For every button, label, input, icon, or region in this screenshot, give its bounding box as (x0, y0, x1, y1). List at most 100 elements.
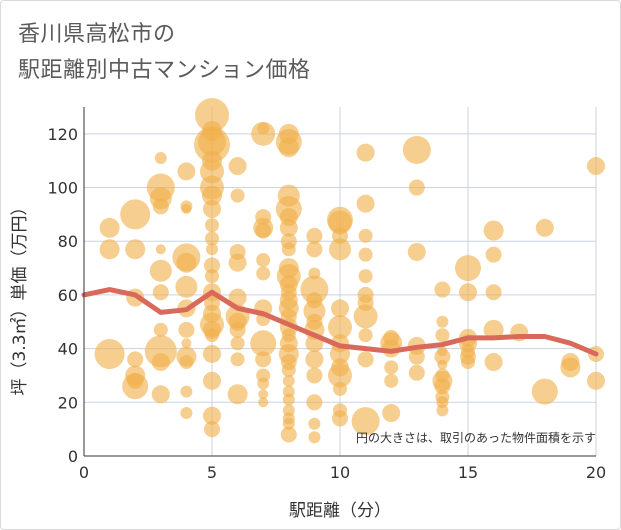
y-tick-label-2: 40 (58, 340, 78, 359)
bubble-point-149 (357, 351, 374, 368)
x-tick-label-4: 20 (586, 463, 606, 482)
bubble-point-42 (203, 200, 221, 219)
bubble-point-47 (205, 269, 219, 284)
bubble-point-124 (306, 394, 323, 411)
bubble-point-191 (560, 357, 581, 378)
bubble-point-26 (175, 275, 198, 298)
bubble-point-184 (485, 284, 502, 301)
x-tick-label-0: 0 (79, 463, 89, 482)
bubble-point-105 (281, 363, 296, 378)
bubble-point-139 (332, 410, 348, 427)
bubble-point-16 (152, 284, 169, 301)
bubble-point-10 (154, 152, 167, 165)
bubble-point-140 (356, 143, 375, 162)
bubble-point-128 (328, 210, 352, 235)
bubble-point-194 (587, 371, 605, 390)
bubble-point-126 (308, 431, 321, 444)
bubble-point-79 (255, 351, 272, 368)
bubble-point-58 (228, 157, 247, 176)
bubble-point-167 (434, 348, 451, 365)
x-tick-label-3: 15 (458, 463, 478, 482)
bubble-point-21 (177, 162, 196, 181)
bubble-point-137 (333, 381, 347, 396)
y-tick-label-6: 120 (47, 125, 78, 144)
bubble-point-37 (194, 126, 230, 163)
bubble-point-186 (484, 353, 503, 372)
bubble-point-15 (149, 259, 172, 282)
bubble-point-113 (306, 227, 323, 244)
tick-labels: 0 5 10 15 20 0 20 40 60 80 100 120 (47, 125, 606, 482)
y-axis-label: 坪（3.3㎡）単価（万円） (10, 198, 30, 395)
bubble-point-67 (230, 352, 245, 367)
bubble-point-192 (587, 157, 605, 176)
bubble-point-45 (206, 243, 218, 256)
bubble-point-23 (181, 204, 192, 215)
bubble-point-81 (257, 377, 270, 390)
bubble-point-108 (282, 393, 295, 406)
bubble-point-162 (408, 364, 425, 381)
bubble-point-165 (435, 328, 450, 343)
bubble-point-68 (227, 384, 248, 405)
bubble-point-157 (402, 135, 431, 164)
bubble-point-92 (281, 242, 296, 257)
bubble-point-0 (99, 217, 120, 238)
bubble-point-155 (384, 373, 399, 388)
bubble-point-164 (436, 315, 449, 328)
bubble-point-163 (434, 281, 451, 298)
bubble-point-32 (180, 385, 193, 398)
bubble-point-168 (437, 359, 448, 370)
bubble-point-29 (181, 338, 192, 349)
bubble-point-143 (358, 247, 373, 262)
bubble-point-73 (255, 222, 272, 239)
bubble-point-74 (256, 253, 271, 268)
bubble-point-46 (204, 257, 220, 274)
bubble-point-154 (384, 360, 399, 375)
bubble-point-161 (408, 348, 425, 365)
bubble-point-78 (250, 330, 277, 357)
bubble-point-159 (407, 242, 426, 261)
bubble-point-3 (120, 199, 151, 230)
bubble-point-55 (203, 371, 221, 390)
y-tick-label-5: 100 (47, 179, 78, 198)
bubble-point-43 (205, 218, 219, 233)
bubble-point-4 (125, 239, 146, 260)
y-tick-label-1: 20 (58, 393, 78, 412)
chart-title-line1: 香川県高松市の (18, 22, 176, 47)
bubble-point-142 (358, 228, 373, 243)
bubble-point-25 (176, 252, 197, 273)
bubble-point-131 (331, 299, 349, 318)
bubble-point-122 (305, 350, 324, 369)
bubble-point-66 (230, 336, 245, 351)
bubble-point-57 (204, 421, 220, 438)
bubble-point-20 (151, 385, 170, 404)
axes (83, 107, 596, 457)
bubble-point-82 (258, 389, 269, 400)
y-tick-label-3: 60 (58, 286, 78, 305)
x-axis-label: 駅距離（分） (289, 501, 391, 521)
bubble-point-134 (330, 343, 350, 364)
bubble-point-158 (408, 179, 425, 196)
trend-line (81, 287, 599, 357)
x-tick-label-2: 10 (330, 463, 350, 482)
bubble-point-9 (122, 373, 149, 400)
bubble-point-41 (202, 185, 222, 206)
bubble-point-59 (230, 188, 245, 203)
bubble-point-31 (179, 355, 194, 370)
bubble-point-136 (328, 363, 352, 388)
bubble-point-189 (531, 378, 558, 405)
size-note: 円の大きさは、取引のあった物件面積を示す (356, 430, 596, 445)
bubble-point-176 (459, 283, 477, 302)
bubble-point-61 (228, 253, 247, 272)
bubble-point-106 (282, 374, 295, 387)
bubble-point-150 (351, 407, 380, 436)
bubble-point-86 (278, 137, 299, 158)
bubble-point-123 (306, 367, 323, 384)
bubble-point-147 (353, 304, 378, 329)
bubble-point-44 (205, 231, 219, 246)
bubble-point-185 (483, 319, 504, 340)
bubble-point-34 (195, 98, 229, 133)
bubble-point-28 (178, 321, 195, 338)
bubble-point-171 (434, 378, 451, 395)
bubble-point-112 (280, 426, 297, 443)
